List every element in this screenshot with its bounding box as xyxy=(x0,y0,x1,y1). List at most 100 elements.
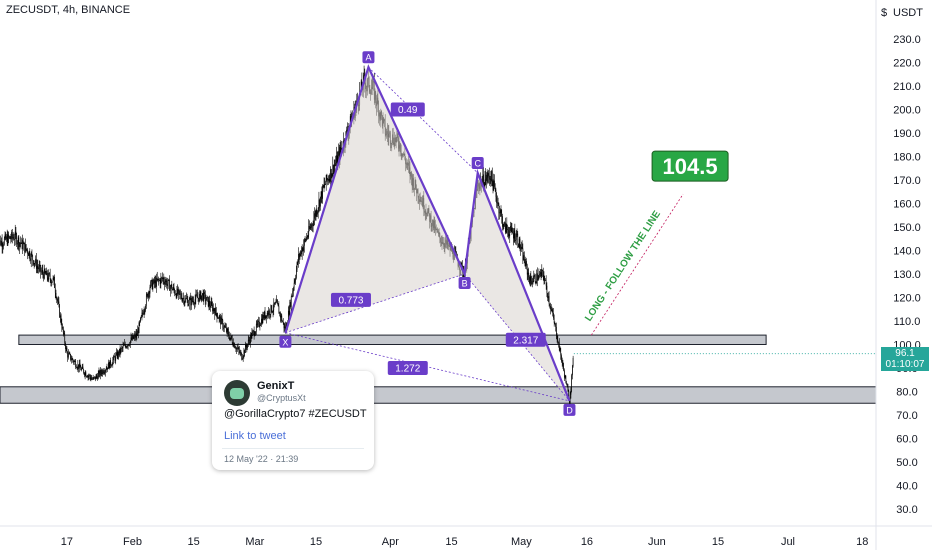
candle-body xyxy=(136,333,138,336)
candle-body xyxy=(51,282,52,284)
candle-body xyxy=(185,298,186,302)
candle-body xyxy=(18,237,20,247)
candle-body xyxy=(195,294,197,300)
candle-body xyxy=(8,234,10,238)
pattern-triangle-bcd xyxy=(464,172,570,401)
candle-body xyxy=(487,173,489,178)
candle-body xyxy=(29,251,31,259)
candle-body xyxy=(69,353,71,355)
candle-body xyxy=(19,242,21,244)
candle-body xyxy=(330,169,331,182)
candle-body xyxy=(54,287,56,293)
candle-body xyxy=(116,352,117,355)
candle-body xyxy=(261,318,263,324)
candle-body xyxy=(270,305,272,315)
candle-body xyxy=(104,372,106,374)
candle-body xyxy=(322,185,324,188)
candle-body xyxy=(298,253,300,258)
candle-body xyxy=(57,298,58,302)
candle-body xyxy=(164,282,166,285)
candle-body xyxy=(30,253,32,261)
candle-body xyxy=(116,352,118,358)
candle-body xyxy=(0,240,1,246)
candle-body xyxy=(554,322,556,325)
candle-body xyxy=(24,242,26,253)
pattern-point-marker xyxy=(458,277,471,289)
candle-body xyxy=(118,351,119,356)
candle-body xyxy=(83,369,85,374)
candle-body xyxy=(178,289,180,291)
candle-body xyxy=(536,273,538,283)
candle-body xyxy=(196,295,198,298)
candle-body xyxy=(22,239,23,250)
candle-body xyxy=(461,262,463,266)
candle-body xyxy=(489,178,491,180)
candle-body xyxy=(53,276,55,279)
candle-body xyxy=(497,202,499,204)
candle-body xyxy=(280,315,282,318)
candle-body xyxy=(549,303,551,306)
candle-body xyxy=(6,236,7,240)
candle-body xyxy=(556,326,557,337)
candle-body xyxy=(273,302,275,310)
candle-body xyxy=(494,180,495,187)
y-tick-label: 180.0 xyxy=(893,152,921,164)
candle-body xyxy=(289,302,291,315)
candle-body xyxy=(314,213,316,217)
candle-body xyxy=(205,300,207,302)
candle-body xyxy=(97,376,98,380)
candle-body xyxy=(36,265,38,269)
candle-body xyxy=(56,297,58,299)
candle-body xyxy=(325,174,327,184)
candle-body xyxy=(250,334,252,339)
candle-body xyxy=(491,171,492,182)
candle-body xyxy=(176,288,178,298)
candle-body xyxy=(306,237,308,238)
candle-body xyxy=(212,308,214,312)
candle-body xyxy=(568,391,570,400)
candle-body xyxy=(301,250,302,255)
tweet-link[interactable]: Link to tweet xyxy=(224,430,286,442)
candle-body xyxy=(222,320,224,328)
candle-body xyxy=(219,316,221,318)
candle-body xyxy=(215,307,217,314)
candle-body xyxy=(39,265,41,267)
candle-body xyxy=(338,151,340,161)
ratio-label-box xyxy=(390,102,425,117)
candle-body xyxy=(62,327,64,333)
candle-body xyxy=(250,334,251,344)
candle-body xyxy=(346,129,347,132)
candle-body xyxy=(567,387,569,392)
candle-body xyxy=(26,249,28,250)
candle-body xyxy=(193,300,194,304)
candle-body xyxy=(244,350,245,353)
candle-body xyxy=(160,277,162,285)
candle-body xyxy=(240,352,242,354)
candle-body xyxy=(537,273,538,281)
candle-body xyxy=(329,178,331,182)
candle-body xyxy=(242,358,243,360)
pattern-triangle-xab xyxy=(285,67,465,333)
candle-body xyxy=(541,270,543,277)
candle-body xyxy=(269,314,271,316)
candle-body xyxy=(236,347,237,350)
candle-body xyxy=(504,222,505,224)
candle-body xyxy=(10,238,12,240)
candle-body xyxy=(25,244,27,250)
candle-body xyxy=(12,237,14,239)
candle-body xyxy=(161,277,162,279)
candle-body xyxy=(500,210,502,214)
candle-body xyxy=(485,174,487,180)
candle-body xyxy=(86,376,87,377)
candle-body xyxy=(179,290,181,294)
candle-body xyxy=(537,278,539,281)
candle-body xyxy=(102,370,103,374)
candle-body xyxy=(140,315,142,318)
candle-body xyxy=(93,377,95,379)
candle-body xyxy=(503,223,505,227)
candle-body xyxy=(33,260,34,265)
candle-body xyxy=(2,245,4,247)
candle-body xyxy=(108,362,110,369)
candle-body xyxy=(203,292,205,301)
